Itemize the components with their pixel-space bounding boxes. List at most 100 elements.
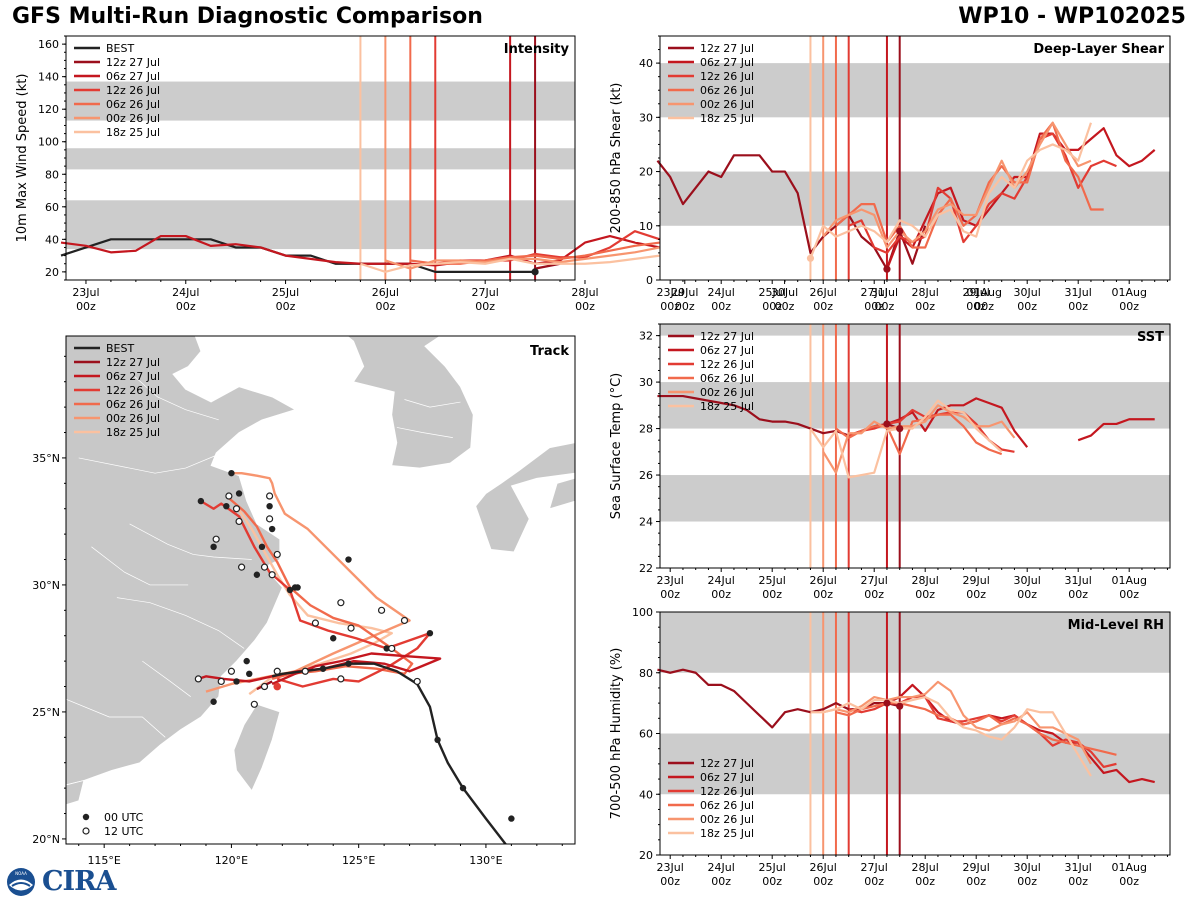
y-tick-label: 10 (639, 220, 653, 233)
data-point-marker (883, 699, 891, 707)
track-line-r12z26 (200, 500, 432, 688)
legend-label: 06z 27 Jul (106, 370, 160, 383)
noaa-logo-icon: NOAA (7, 868, 35, 896)
y-tick-label: 35°N (32, 452, 60, 465)
cira-logo: NOAA CIRA (4, 866, 117, 898)
y-tick-label: 22 (639, 562, 653, 575)
panel-title: SST (1137, 330, 1164, 345)
y-tick-label: 25°N (32, 706, 60, 719)
x-tick-label: 28Jul 00z (912, 574, 939, 601)
track-dot-12utc (311, 619, 320, 627)
track-dot-00utc (345, 660, 352, 667)
track-dot-12utc (227, 667, 236, 675)
track-dot-00utc (233, 678, 240, 685)
x-tick-label: 27Jul 00z (861, 574, 888, 601)
legend-label: BEST (106, 342, 134, 355)
track-dot-12utc (273, 667, 281, 675)
series-line-r12z27 (656, 154, 927, 271)
threshold-band (66, 148, 575, 170)
province-border (91, 546, 189, 586)
track-map: 115°E 120°E 125°E 130°E 20°N 25°N 30°N 35°N Trac… (32, 335, 576, 867)
map-layer (66, 336, 575, 844)
track-dot-12utc (250, 700, 258, 708)
legend-dot-12utc (82, 827, 90, 835)
x-tick-label: 01Aug 00z (1111, 574, 1146, 601)
y-tick-label: 30 (639, 376, 653, 389)
province-border (396, 427, 453, 438)
x-tick-label: 29Jul 00z (963, 286, 990, 313)
x-tick-label: 23Jul 00z (72, 286, 99, 313)
x-tick-label: 120°E (215, 854, 248, 867)
shear-chart: 0 10 20 30 40 23Jul 00z 24Jul 00z 25Jul 00z 26Jul 00… (609, 35, 1171, 313)
threshold-band (660, 63, 1170, 118)
x-tick-label: 25Jul 00z (272, 286, 299, 313)
data-point-marker (883, 420, 891, 428)
y-tick-label: 40 (639, 57, 653, 70)
legend-label: 18z 25 Jul (700, 112, 754, 125)
legend-label: 06z 26 Jul (700, 84, 754, 97)
data-point-marker (531, 268, 539, 276)
track-dot-00utc (228, 469, 235, 477)
track-dot-00utc (383, 645, 390, 652)
legend-label: 00z 26 Jul (700, 813, 754, 826)
track-dot-12utc (388, 644, 396, 653)
y-tick-label: 140 (38, 71, 59, 84)
x-tick-label: 29Jul 00z (671, 286, 698, 313)
x-tick-label: 23Jul 00z (657, 574, 684, 601)
track-dot-12utc (347, 624, 355, 632)
threshold-band (660, 324, 1170, 336)
legend-label: 12z 26 Jul (700, 70, 754, 83)
legend-label: 12z 27 Jul (700, 757, 754, 770)
track-dot-12utc (301, 667, 309, 675)
track-dot-00utc (266, 502, 273, 510)
y-tick-label: 80 (45, 168, 59, 181)
track-dot-12utc (260, 682, 269, 691)
track-dot-00utc (426, 629, 434, 637)
y-tick-label: 160 (38, 38, 59, 51)
legend-label: 18z 25 Jul (106, 126, 160, 139)
legend-label: 12z 27 Jul (700, 42, 754, 55)
x-tick-label: 25Jul 00z (759, 286, 786, 313)
legend-label: 00z 26 Jul (700, 98, 754, 111)
south-china-coast (66, 779, 85, 806)
legend-label: BEST (106, 42, 134, 55)
data-point-marker (896, 424, 904, 433)
x-tick-label: 26Jul 00z (372, 286, 399, 313)
track-dot-00utc (508, 815, 515, 822)
track-dot-00utc (243, 657, 250, 665)
series-line-r06z27 (885, 127, 1156, 270)
storm-id: WP10 - WP102025 (958, 4, 1186, 29)
y-axis-label: 700-500 hPa Humidity (%) (609, 648, 624, 820)
current-position-marker (273, 682, 282, 691)
legend-label: 12z 26 Jul (106, 84, 160, 97)
x-tick-label: 28Jul 00z (912, 861, 939, 888)
province-border (142, 660, 191, 697)
y-tick-label: 60 (45, 201, 59, 214)
x-tick-label: 28Jul 00z (571, 286, 598, 313)
track-dot-12utc (238, 563, 246, 571)
track-dot-00utc (258, 543, 266, 551)
legend-label: 12z 27 Jul (106, 356, 160, 369)
x-tick-label: 25Jul 00z (759, 574, 786, 601)
x-tick-label: 24Jul 00z (708, 286, 735, 313)
threshold-band (660, 612, 1170, 673)
track-dot-12utc (260, 563, 269, 571)
threshold-band (660, 733, 1170, 795)
track-dot-00utc (253, 571, 261, 578)
track-dot-12utc (413, 677, 421, 686)
series-line-r00z26 (822, 121, 1092, 249)
province-border (129, 523, 252, 560)
track-dot-00utc (235, 490, 243, 497)
y-tick-label: 120 (38, 103, 59, 116)
track-dot-00utc (210, 543, 217, 551)
track-dot-00utc (286, 586, 294, 594)
shikoku-land (548, 477, 575, 510)
x-tick-label: 01Aug 00z (1111, 286, 1146, 313)
panel-title: Intensity (504, 42, 570, 57)
y-axis-label: Sea Surface Temp (°C) (609, 373, 624, 520)
legend-label: 00z 26 Jul (106, 112, 160, 125)
legend-label: 12z 26 Jul (700, 785, 754, 798)
track-line-r06z27 (197, 652, 442, 686)
y-tick-label: 80 (639, 667, 653, 680)
track-dot-00utc (330, 635, 337, 642)
